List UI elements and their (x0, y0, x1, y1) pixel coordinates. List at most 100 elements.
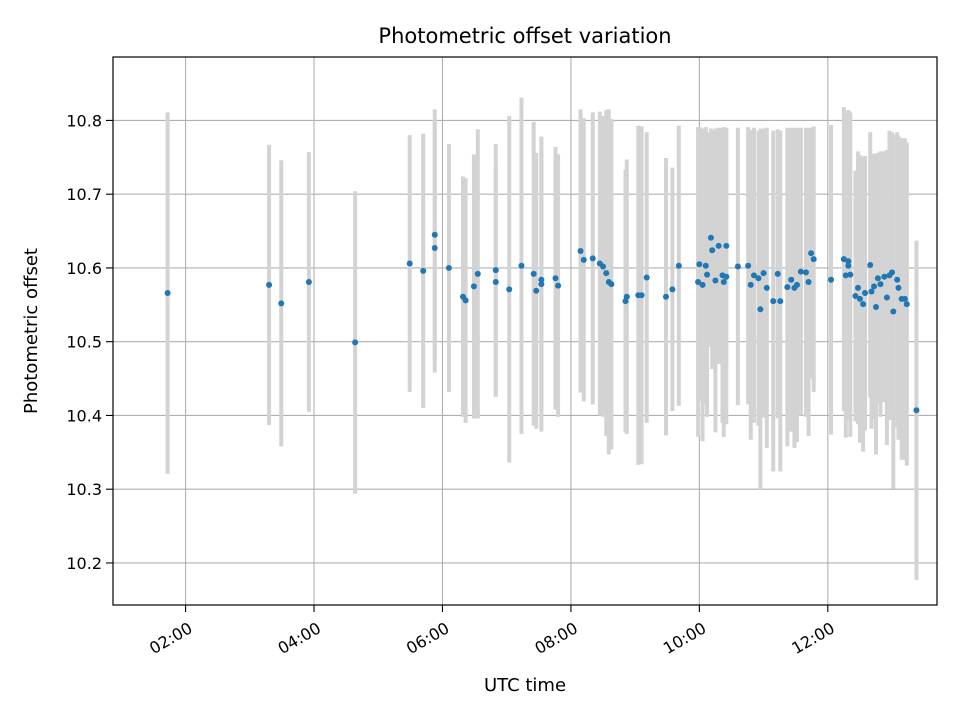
data-point (445, 264, 452, 271)
data-point (470, 283, 477, 290)
data-point (845, 262, 852, 269)
y-tick-label: 10.7 (66, 185, 102, 204)
data-point (774, 270, 781, 277)
data-point (856, 295, 863, 302)
data-point (675, 262, 682, 269)
y-tick-label: 10.5 (66, 333, 102, 352)
data-point (608, 281, 615, 288)
data-point (662, 293, 669, 300)
y-axis-title: Photometric offset (21, 248, 42, 414)
data-point (669, 286, 676, 293)
y-tick-label: 10.2 (66, 554, 102, 573)
data-point (623, 293, 630, 300)
data-point (431, 245, 438, 252)
data-point (506, 286, 513, 293)
data-point (707, 234, 714, 241)
data-point (860, 301, 867, 308)
data-point (712, 277, 719, 284)
data-point (538, 281, 545, 288)
data-point (881, 273, 888, 280)
data-point (577, 247, 584, 254)
data-point (643, 274, 650, 281)
data-point (883, 294, 890, 301)
data-point (530, 270, 537, 277)
data-point (709, 247, 716, 254)
y-tick-label: 10.4 (66, 406, 102, 425)
data-point (867, 261, 874, 268)
data-point (580, 256, 587, 263)
data-point (720, 278, 727, 285)
data-point (810, 256, 817, 263)
data-point (852, 292, 859, 299)
data-point (855, 284, 862, 291)
data-point (913, 407, 920, 414)
data-point (777, 298, 784, 305)
data-point (842, 272, 849, 279)
data-point (696, 261, 703, 268)
data-point (862, 290, 869, 297)
data-point (462, 297, 469, 304)
data-point (802, 269, 809, 276)
data-point (492, 278, 499, 285)
data-point (518, 262, 525, 269)
data-point (874, 275, 881, 282)
data-point (305, 278, 312, 285)
data-point (266, 281, 273, 288)
data-point (352, 339, 359, 346)
data-point (847, 271, 854, 278)
data-point (723, 273, 730, 280)
data-point (603, 270, 610, 277)
data-point (894, 276, 901, 283)
data-point (755, 275, 762, 282)
data-point (734, 263, 741, 270)
data-point (788, 276, 795, 283)
data-point (868, 288, 875, 295)
data-point (278, 300, 285, 307)
data-point (840, 256, 847, 263)
data-point (808, 250, 815, 257)
data-point (638, 292, 645, 299)
data-point (757, 306, 764, 313)
data-point (600, 263, 607, 270)
data-point (889, 269, 896, 276)
data-point (699, 281, 706, 288)
y-tick-label: 10.8 (66, 111, 102, 130)
data-point (770, 298, 777, 305)
data-point (784, 284, 791, 291)
y-tick-label: 10.6 (66, 259, 102, 278)
data-point (903, 301, 910, 308)
plot-frame (112, 56, 938, 606)
data-point (492, 267, 499, 274)
data-point (474, 270, 481, 277)
data-point (704, 271, 711, 278)
data-point (406, 260, 413, 267)
data-point (552, 275, 559, 282)
data-point (555, 282, 562, 289)
chart-title: Photometric offset variation (378, 24, 671, 48)
data-point (760, 270, 767, 277)
data-point (890, 308, 897, 315)
data-point (901, 295, 908, 302)
data-point (871, 283, 878, 290)
data-point (538, 276, 545, 283)
data-point (845, 258, 852, 265)
x-axis-title: UTC time (484, 675, 566, 696)
data-point (747, 281, 754, 288)
data-points (164, 231, 920, 414)
data-point (793, 281, 800, 288)
data-point (745, 262, 752, 269)
data-point (164, 290, 171, 297)
data-point (750, 272, 757, 279)
data-point (695, 278, 702, 285)
data-point (420, 267, 427, 274)
y-tick-label: 10.3 (66, 480, 102, 499)
data-point (715, 242, 722, 249)
data-point (895, 284, 902, 291)
data-point (828, 276, 835, 283)
data-point (533, 287, 540, 294)
data-point (797, 268, 804, 275)
data-point (702, 262, 709, 269)
data-point (589, 255, 596, 262)
